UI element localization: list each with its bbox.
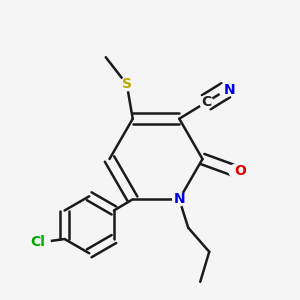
Circle shape [37, 236, 50, 249]
Circle shape [229, 164, 242, 178]
Circle shape [200, 96, 213, 109]
Text: O: O [234, 164, 246, 178]
Text: S: S [122, 77, 132, 91]
Text: N: N [224, 83, 235, 97]
Circle shape [120, 78, 134, 91]
Text: Cl: Cl [30, 235, 45, 249]
Text: N: N [173, 192, 185, 206]
Text: C: C [201, 95, 211, 109]
Circle shape [219, 84, 232, 97]
Circle shape [173, 193, 186, 206]
